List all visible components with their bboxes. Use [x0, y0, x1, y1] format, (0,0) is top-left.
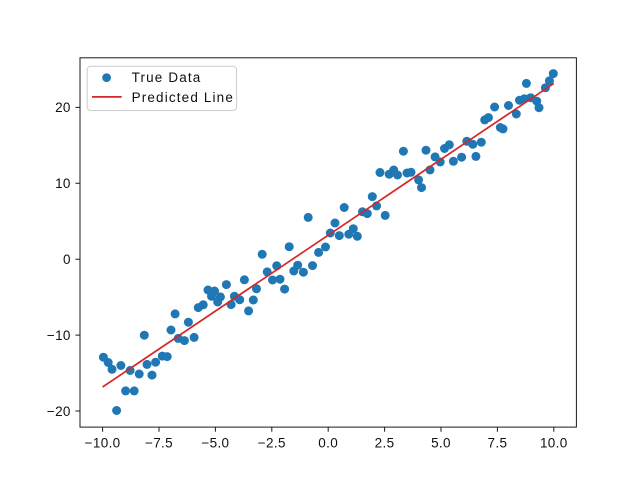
svg-text:True Data: True Data — [132, 70, 202, 85]
svg-text:20: 20 — [55, 100, 71, 115]
svg-text:−7.5: −7.5 — [145, 436, 173, 451]
svg-text:−10: −10 — [47, 328, 71, 343]
svg-text:−5.0: −5.0 — [201, 436, 229, 451]
svg-text:0: 0 — [63, 252, 71, 267]
svg-text:7.5: 7.5 — [487, 436, 507, 451]
svg-text:10.0: 10.0 — [540, 436, 568, 451]
svg-text:5.0: 5.0 — [431, 436, 451, 451]
svg-text:10: 10 — [55, 176, 71, 191]
svg-text:2.5: 2.5 — [375, 436, 395, 451]
svg-text:Predicted Line: Predicted Line — [132, 90, 234, 105]
svg-text:0.0: 0.0 — [318, 436, 338, 451]
svg-text:−2.5: −2.5 — [258, 436, 286, 451]
svg-text:−20: −20 — [47, 404, 71, 419]
svg-text:−10.0: −10.0 — [85, 436, 121, 451]
